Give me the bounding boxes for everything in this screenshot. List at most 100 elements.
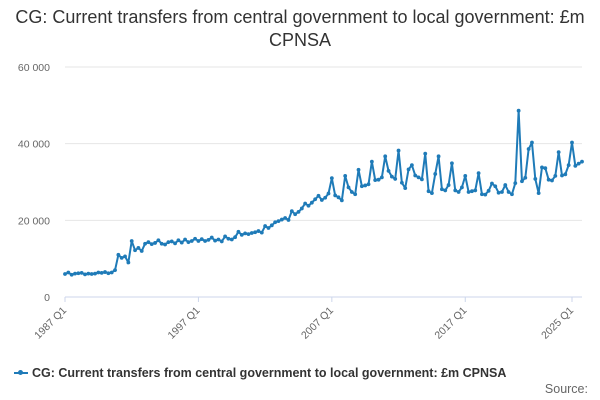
data-point[interactable]: [109, 270, 114, 275]
data-point[interactable]: [149, 242, 154, 247]
data-point[interactable]: [226, 236, 231, 241]
data-point[interactable]: [359, 184, 364, 189]
data-point[interactable]: [493, 184, 498, 189]
data-point[interactable]: [333, 193, 338, 198]
data-point[interactable]: [96, 270, 101, 275]
data-point[interactable]: [453, 188, 458, 193]
data-point[interactable]: [339, 198, 344, 203]
data-point[interactable]: [309, 200, 314, 205]
data-point[interactable]: [203, 239, 207, 243]
data-point[interactable]: [143, 241, 147, 246]
data-point[interactable]: [409, 163, 414, 168]
data-point[interactable]: [159, 241, 164, 246]
data-point[interactable]: [266, 226, 271, 230]
data-point[interactable]: [363, 183, 368, 188]
data-point[interactable]: [126, 260, 131, 265]
data-point[interactable]: [169, 239, 174, 244]
data-point[interactable]: [369, 159, 374, 164]
data-point[interactable]: [193, 236, 197, 241]
data-point[interactable]: [183, 237, 187, 242]
data-point[interactable]: [73, 271, 77, 276]
data-point[interactable]: [186, 240, 191, 245]
data-point[interactable]: [580, 159, 584, 164]
data-point[interactable]: [473, 188, 478, 193]
data-point[interactable]: [523, 175, 528, 180]
data-point[interactable]: [530, 140, 534, 145]
data-point[interactable]: [470, 189, 474, 194]
data-point[interactable]: [133, 248, 137, 253]
data-point[interactable]: [379, 175, 384, 180]
data-point[interactable]: [116, 252, 121, 257]
data-point[interactable]: [423, 151, 428, 156]
data-point[interactable]: [136, 246, 141, 250]
data-point[interactable]: [399, 180, 404, 185]
data-point[interactable]: [249, 231, 254, 235]
data-point[interactable]: [563, 172, 568, 177]
data-point[interactable]: [93, 271, 97, 276]
data-point[interactable]: [403, 186, 408, 191]
data-point[interactable]: [239, 233, 244, 237]
data-point[interactable]: [283, 216, 288, 220]
data-point[interactable]: [433, 172, 438, 176]
data-point[interactable]: [573, 164, 578, 168]
data-point[interactable]: [176, 238, 181, 243]
data-point[interactable]: [163, 242, 167, 247]
data-point[interactable]: [543, 166, 548, 171]
data-point[interactable]: [490, 181, 494, 186]
data-point[interactable]: [259, 230, 264, 235]
data-point[interactable]: [139, 249, 144, 253]
data-point[interactable]: [243, 231, 248, 236]
data-point[interactable]: [556, 150, 561, 155]
data-point[interactable]: [279, 217, 284, 222]
data-point[interactable]: [506, 190, 511, 194]
data-point[interactable]: [349, 190, 354, 194]
data-point[interactable]: [303, 201, 308, 206]
data-point[interactable]: [456, 190, 461, 194]
data-point[interactable]: [179, 240, 184, 245]
data-point[interactable]: [233, 235, 238, 240]
data-point[interactable]: [213, 238, 217, 243]
data-point[interactable]: [450, 161, 454, 166]
data-point[interactable]: [196, 239, 201, 243]
data-point[interactable]: [393, 177, 398, 181]
data-point[interactable]: [289, 209, 294, 214]
data-point[interactable]: [79, 270, 84, 275]
data-point[interactable]: [413, 173, 418, 178]
data-point[interactable]: [153, 241, 157, 245]
data-point[interactable]: [113, 268, 117, 273]
data-point[interactable]: [296, 210, 301, 214]
data-point[interactable]: [500, 190, 504, 194]
data-point[interactable]: [533, 177, 538, 181]
data-point[interactable]: [256, 229, 261, 233]
data-point[interactable]: [86, 271, 91, 276]
data-point[interactable]: [83, 272, 87, 277]
data-point[interactable]: [166, 240, 171, 245]
data-point[interactable]: [276, 219, 281, 224]
data-point[interactable]: [199, 237, 204, 242]
data-point[interactable]: [246, 232, 251, 237]
data-point[interactable]: [570, 140, 574, 145]
data-point[interactable]: [476, 171, 481, 176]
data-point[interactable]: [566, 163, 571, 168]
data-point[interactable]: [66, 270, 71, 275]
data-point[interactable]: [269, 223, 274, 228]
data-point[interactable]: [106, 271, 111, 276]
data-point[interactable]: [536, 191, 541, 196]
data-point[interactable]: [406, 167, 411, 172]
data-point[interactable]: [326, 191, 331, 196]
data-point[interactable]: [466, 190, 471, 194]
legend[interactable]: CG: Current transfers from central gover…: [14, 366, 506, 380]
data-point[interactable]: [419, 177, 424, 182]
data-point[interactable]: [483, 192, 488, 197]
data-point[interactable]: [103, 270, 107, 274]
data-point[interactable]: [546, 177, 551, 182]
data-point[interactable]: [366, 182, 371, 187]
data-point[interactable]: [346, 185, 351, 190]
data-point[interactable]: [306, 203, 311, 208]
data-point[interactable]: [229, 237, 234, 242]
data-point[interactable]: [396, 148, 401, 153]
data-point[interactable]: [99, 270, 104, 275]
data-point[interactable]: [373, 178, 378, 182]
data-point[interactable]: [316, 193, 321, 198]
data-point[interactable]: [516, 108, 521, 113]
